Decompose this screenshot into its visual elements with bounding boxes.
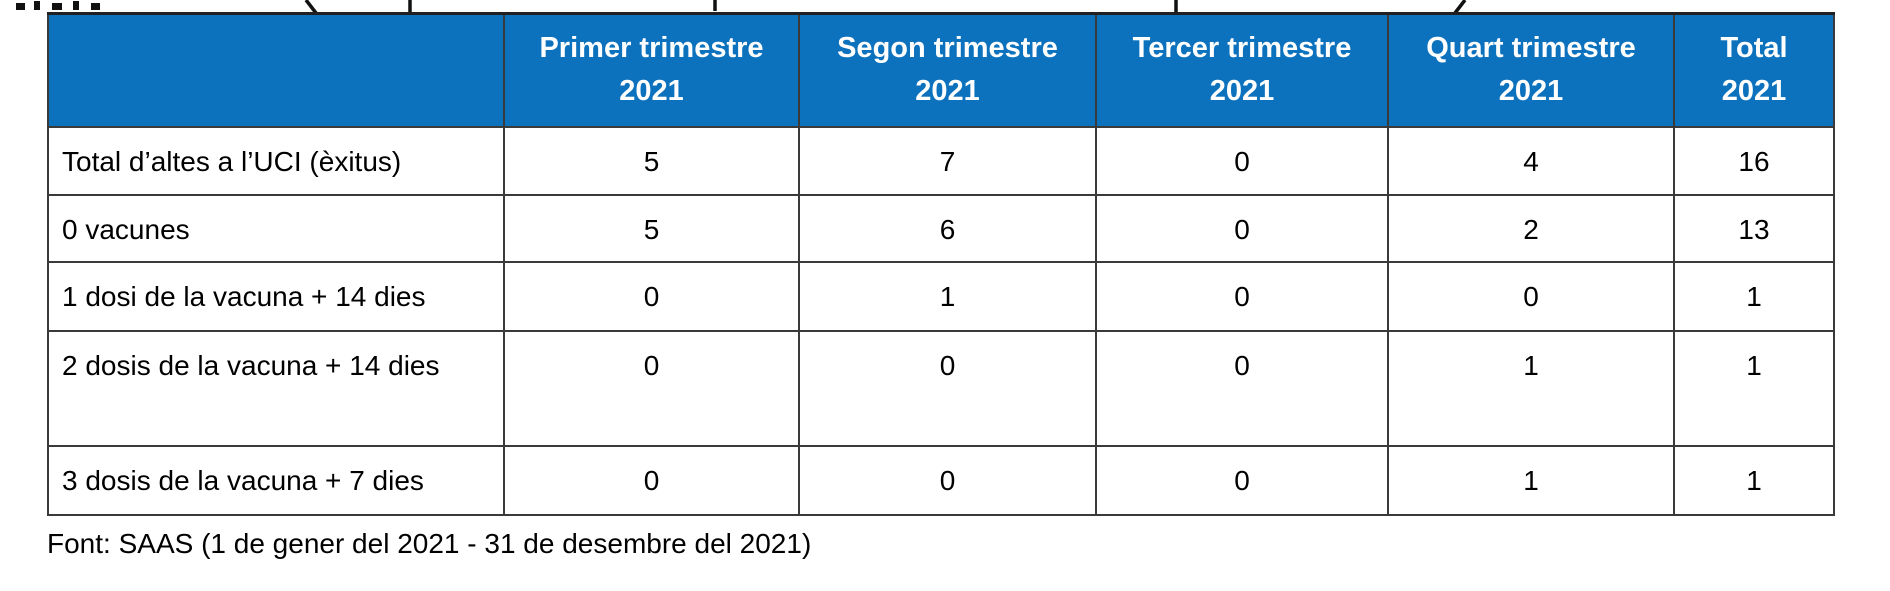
value-cell: 1	[1673, 329, 1835, 447]
header-q3: Tercer trimestre 2021	[1095, 12, 1389, 128]
header-q2-label: Segon trimestre	[837, 32, 1058, 65]
value-cell: 0	[1095, 444, 1389, 516]
table-row: 3 dosis de la vacuna + 7 dies 0 0 0 1 1	[47, 444, 1835, 516]
header-q1-label: Primer trimestre	[539, 32, 764, 65]
value-cell: 2	[1387, 193, 1675, 263]
header-q2: Segon trimestre 2021	[798, 12, 1097, 128]
row-label-cell: 3 dosis de la vacuna + 7 dies	[47, 444, 505, 516]
table-row: 1 dosi de la vacuna + 14 dies 0 1 0 0 1	[47, 260, 1835, 332]
value-cell: 0	[503, 329, 800, 447]
value-cell: 5	[503, 193, 800, 263]
value-cell: 0	[1095, 329, 1389, 447]
value-cell: 0	[1095, 260, 1389, 332]
value-cell: 5	[503, 125, 800, 196]
table-row: 2 dosis de la vacuna + 14 dies 0 0 0 1 1	[47, 329, 1835, 447]
value-cell: 1	[1387, 329, 1675, 447]
row-label-cell: 0 vacunes	[47, 193, 505, 263]
value-cell: 0	[798, 329, 1097, 447]
cropped-heading-fragments	[16, 0, 1467, 15]
source-note: Font: SAAS (1 de gener del 2021 - 31 de …	[47, 528, 812, 559]
header-q2-year: 2021	[915, 75, 980, 108]
value-cell: 0	[503, 444, 800, 516]
header-q4: Quart trimestre 2021	[1387, 12, 1675, 128]
value-cell: 1	[798, 260, 1097, 332]
value-cell: 0	[1095, 193, 1389, 263]
value-cell: 16	[1673, 125, 1835, 196]
table-row: 0 vacunes 5 6 0 2 13	[47, 193, 1835, 263]
value-cell: 1	[1673, 444, 1835, 516]
row-label-cell: 2 dosis de la vacuna + 14 dies	[47, 329, 505, 447]
header-q3-label: Tercer trimestre	[1132, 32, 1352, 65]
vaccination-icu-table: Primer trimestre 2021 Segon trimestre 20…	[47, 12, 1835, 516]
table-header-row: Primer trimestre 2021 Segon trimestre 20…	[47, 12, 1835, 128]
corner-header-cell	[47, 12, 505, 128]
value-cell: 7	[798, 125, 1097, 196]
header-q4-label: Quart trimestre	[1426, 32, 1636, 65]
value-cell: 0	[798, 444, 1097, 516]
row-label-cell: 1 dosi de la vacuna + 14 dies	[47, 260, 505, 332]
value-cell: 0	[1095, 125, 1389, 196]
value-cell: 0	[1387, 260, 1675, 332]
value-cell: 0	[503, 260, 800, 332]
value-cell: 1	[1673, 260, 1835, 332]
value-cell: 1	[1387, 444, 1675, 516]
header-q1-year: 2021	[619, 75, 684, 108]
header-q3-year: 2021	[1209, 75, 1275, 108]
value-cell: 6	[798, 193, 1097, 263]
header-total-year: 2021	[1721, 75, 1787, 108]
header-total-label: Total	[1720, 32, 1788, 65]
header-total: Total 2021	[1673, 12, 1835, 128]
value-cell: 13	[1673, 193, 1835, 263]
table-row: Total d’altes a l’UCI (èxitus) 5 7 0 4 1…	[47, 125, 1835, 196]
value-cell: 4	[1387, 125, 1675, 196]
header-q1: Primer trimestre 2021	[503, 12, 800, 128]
row-label-cell: Total d’altes a l’UCI (èxitus)	[47, 125, 505, 196]
header-q4-year: 2021	[1498, 75, 1564, 108]
